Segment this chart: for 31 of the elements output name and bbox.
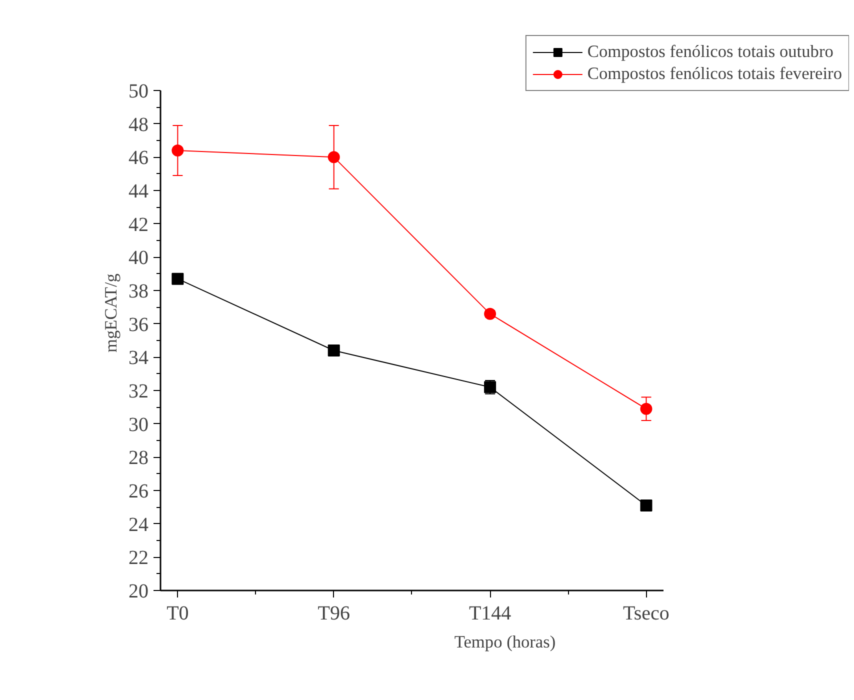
y-tick-label: 24 <box>128 514 148 536</box>
x-tick-label: T144 <box>468 602 512 624</box>
x-tick-label: T0 <box>166 602 189 624</box>
point <box>328 344 340 356</box>
point <box>328 151 340 164</box>
y-tick-label: 26 <box>128 480 148 502</box>
point <box>640 402 652 415</box>
y-axis-title: mgECAT/g <box>102 273 120 352</box>
y-tick-label: 20 <box>128 580 148 602</box>
x-tick-label: Tseco <box>623 602 670 624</box>
y-tick-label: 48 <box>128 114 148 136</box>
legend-label: Compostos fenólicos totais outubro <box>587 42 834 62</box>
y-tick-label: 50 <box>128 80 148 102</box>
y-tick-label: 32 <box>128 380 148 402</box>
y-tick-label: 34 <box>128 347 148 370</box>
y-tick-label: 46 <box>128 147 148 170</box>
legend-label: Compostos fenólicos totais fevereiro <box>587 64 842 84</box>
x-tick-label: T96 <box>318 602 350 624</box>
point <box>172 272 184 285</box>
y-tick-label: 30 <box>128 414 148 436</box>
y-tick-label: 38 <box>128 280 148 302</box>
y-tick-label: 36 <box>128 314 148 336</box>
y-tick-label: 40 <box>128 247 148 270</box>
point <box>484 308 496 320</box>
y-tick-label: 28 <box>128 447 148 470</box>
x-axis-title: Tempo (horas) <box>454 632 556 652</box>
point <box>640 500 652 512</box>
point <box>172 144 184 156</box>
y-tick-label: 44 <box>128 180 148 202</box>
y-tick-label: 42 <box>128 214 148 236</box>
y-tick-label: 22 <box>128 547 148 570</box>
